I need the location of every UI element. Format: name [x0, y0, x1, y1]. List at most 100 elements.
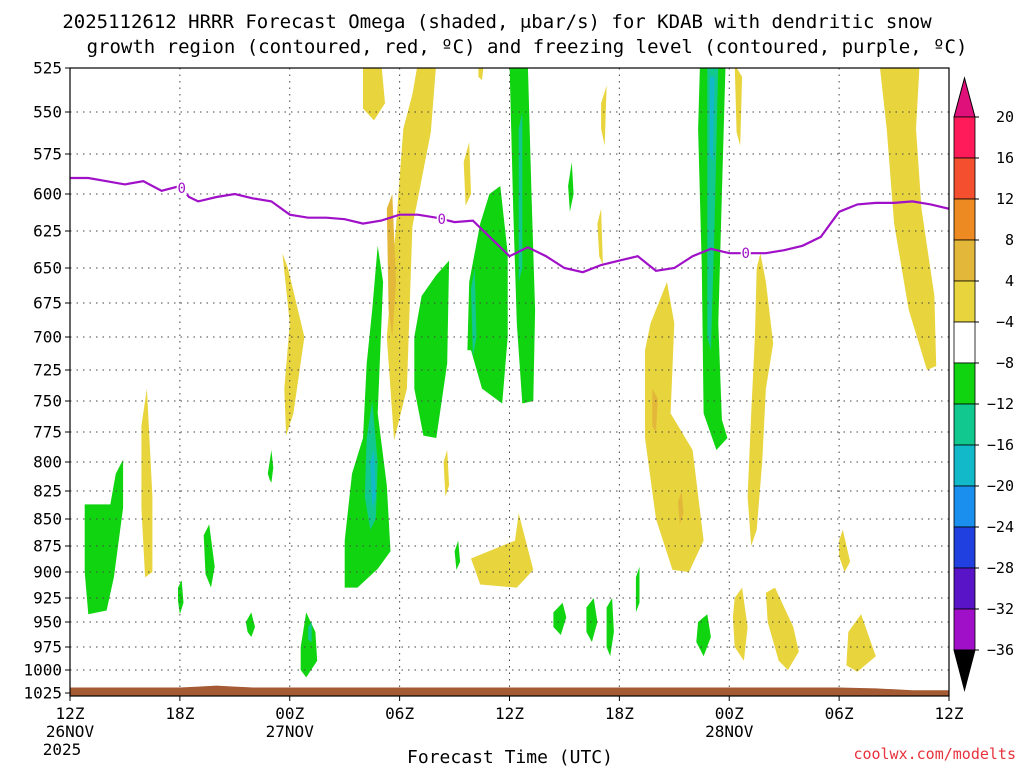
omega-region-pos4-7 [141, 388, 153, 578]
colorbar-segment [953, 403, 976, 446]
omega-region-pos4-8 [443, 450, 450, 497]
freezing-level-contour [70, 176, 949, 274]
x-tick-label: 00Z [275, 704, 304, 723]
contour-label-bg [176, 180, 187, 196]
x-date-label: 28NOV [705, 722, 754, 741]
omega-region-pos4-10 [645, 282, 704, 572]
x-tick-label: 12Z [56, 704, 85, 723]
omega-region-neg8-40 [471, 268, 477, 357]
colorbar-segment [953, 444, 976, 487]
colorbar-label: −36 [987, 641, 1014, 659]
omega-region-pos8-19 [652, 388, 658, 432]
x-tick-label: 06Z [385, 704, 414, 723]
y-tick-label: 900 [33, 563, 62, 582]
omega-region-pos4-14 [765, 587, 799, 670]
omega-colorbar: 20 16 12 8 4 −4 −8 −12 −16 −20 −24 −28 −32 −36 [953, 76, 1014, 692]
x-date-label: 27NOV [266, 722, 315, 741]
omega-region-neg8-43 [308, 622, 312, 642]
colorbar-segment [953, 198, 976, 241]
y-tick-label: 950 [33, 613, 62, 632]
pressure-axis: 525 550 575 600 625 650 675 700 725 750 775 800 825 8… [23, 59, 70, 703]
y-tick-label: 600 [33, 185, 62, 204]
omega-region-neg4-22 [178, 580, 184, 615]
x-tick-label: 12Z [935, 704, 964, 723]
omega-region-neg4-29 [454, 540, 461, 570]
y-tick-label: 825 [33, 482, 62, 501]
colorbar-label: −20 [987, 477, 1014, 495]
y-tick-label: 550 [33, 103, 62, 122]
omega-region-neg4-24 [245, 612, 255, 637]
x-tick-label: 00Z [715, 704, 744, 723]
omega-region-neg4-34 [586, 598, 598, 642]
chart-title-line1: 2025112612 HRRR Forecast Omega (shaded, … [62, 11, 932, 33]
colorbar-label: 8 [1005, 231, 1014, 249]
colorbar-segment [953, 362, 976, 405]
omega-region-neg4-26 [300, 612, 318, 678]
y-tick-label: 1000 [23, 661, 62, 680]
omega-region-pos4-15 [839, 529, 851, 572]
omega-region-pos4-3 [463, 142, 471, 206]
omega-shading-layer [84, 68, 937, 678]
omega-region-pos4-6 [282, 253, 305, 436]
omega-region-neg4-23 [203, 524, 215, 588]
omega-region-pos4-5 [597, 208, 603, 265]
x-tick-label: 06Z [825, 704, 854, 723]
terrain-surface [70, 685, 949, 696]
colorbar-label: 12 [996, 190, 1014, 208]
y-tick-label: 850 [33, 510, 62, 529]
y-tick-label: 800 [33, 453, 62, 472]
contour-label-bg [740, 245, 751, 261]
omega-region-pos4-9 [471, 513, 534, 588]
omega-region-pos8-18 [386, 194, 396, 337]
omega-region-neg4-36 [635, 566, 640, 613]
omega-region-neg4-30 [467, 186, 508, 404]
omega-region-neg8-41 [518, 112, 523, 282]
colorbar-label: −16 [987, 436, 1014, 454]
colorbar-segment [953, 116, 976, 159]
omega-region-pos8-20 [678, 491, 684, 525]
omega-region-neg4-28 [414, 260, 450, 438]
omega-region-pos4-1 [478, 68, 484, 81]
x-year-label: 2025 [43, 740, 82, 759]
x-date-label: 26NOV [46, 722, 95, 741]
x-tick-label: 18Z [165, 704, 194, 723]
freezing-level-label: 0 [177, 181, 185, 197]
omega-region-pos4-12 [747, 253, 774, 546]
x-axis-label: Forecast Time (UTC) [407, 747, 613, 768]
y-tick-label: 675 [33, 294, 62, 313]
omega-region-pos4-0 [363, 68, 385, 121]
credit-text: coolwx.com/modelts [853, 745, 1016, 763]
y-tick-label: 700 [33, 328, 62, 347]
y-tick-label: 650 [33, 259, 62, 278]
colorbar-segment [953, 157, 976, 200]
freezing-level-label: 0 [742, 246, 750, 262]
colorbar-segment [953, 608, 976, 651]
omega-region-pos4-17 [879, 68, 937, 370]
y-tick-label: 925 [33, 589, 62, 608]
y-tick-label: 575 [33, 145, 62, 164]
omega-region-neg4-31 [509, 68, 536, 404]
omega-region-pos4-13 [732, 587, 748, 661]
grid-lines [70, 67, 949, 696]
x-tick-label: 12Z [495, 704, 524, 723]
y-tick-label: 875 [33, 537, 62, 556]
x-tick-label: 18Z [605, 704, 634, 723]
colorbar-segment [953, 321, 976, 364]
y-tick-label: 775 [33, 423, 62, 442]
colorbar-top-triangle [953, 76, 976, 118]
y-tick-label: 1025 [23, 684, 62, 703]
colorbar-segment [953, 280, 976, 323]
colorbar-segment [953, 239, 976, 282]
colorbar-label: −4 [996, 313, 1014, 331]
omega-region-neg4-32 [553, 602, 567, 635]
omega-region-neg4-33 [568, 162, 574, 212]
colorbar-label: −28 [987, 559, 1014, 577]
omega-region-neg4-27 [344, 245, 391, 588]
colorbar-label: −8 [996, 354, 1014, 372]
colorbar-label: −24 [987, 518, 1014, 536]
omega-region-neg4-38 [696, 614, 711, 657]
colorbar-label: 20 [996, 108, 1014, 126]
colorbar-label: −32 [987, 600, 1014, 618]
